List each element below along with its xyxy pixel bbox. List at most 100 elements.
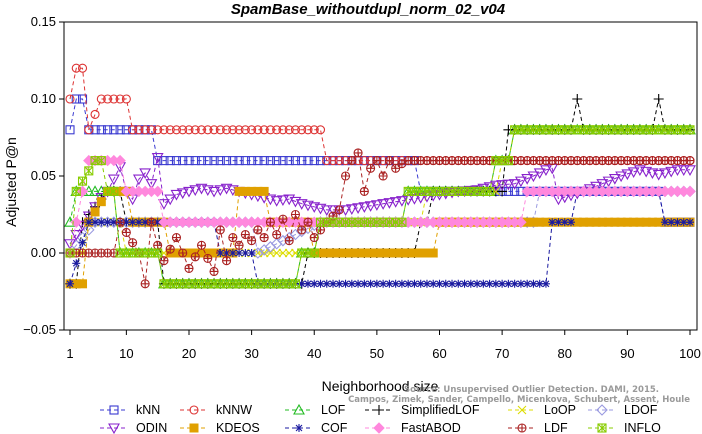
data-point (491, 279, 500, 288)
data-point (240, 125, 250, 135)
data-point (171, 279, 182, 289)
data-point (164, 194, 177, 206)
data-point (416, 186, 426, 196)
x-tick-label: 1 (66, 346, 73, 361)
x-tick-label: 80 (558, 346, 572, 361)
legend-label: LDOF (624, 403, 658, 417)
data-point (178, 248, 188, 258)
data-point (297, 248, 307, 258)
data-point (315, 125, 326, 135)
data-point (265, 217, 275, 227)
data-point (109, 125, 119, 135)
data-point (240, 229, 250, 240)
data-point (190, 125, 200, 135)
data-point (554, 218, 563, 227)
data-point (78, 279, 88, 289)
data-point (548, 218, 557, 227)
data-point (560, 218, 569, 227)
legend-marker (293, 403, 305, 415)
series-ldf (65, 148, 695, 289)
legend-item-fastabod: FastABOD (365, 421, 461, 434)
data-point (297, 225, 307, 235)
legend-marker (596, 404, 608, 416)
data-point (290, 279, 301, 289)
data-point (303, 217, 313, 227)
y-tick-label: 0.00 (31, 245, 56, 260)
data-point (602, 176, 615, 188)
data-point (77, 94, 88, 104)
legend-marker (517, 423, 527, 433)
data-point (84, 218, 93, 227)
data-point (64, 239, 76, 250)
x-tick-label: 10 (119, 346, 133, 361)
data-point (234, 125, 244, 135)
data-point (652, 169, 665, 181)
series-inflo (65, 125, 695, 289)
legend-item-kdeos: KDEOS (180, 421, 260, 434)
data-point (82, 211, 95, 223)
data-point (503, 156, 513, 166)
data-point (222, 249, 231, 257)
data-point (65, 248, 75, 258)
data-point (297, 156, 307, 166)
data-point (171, 233, 182, 243)
data-point (441, 279, 450, 288)
data-point (65, 125, 75, 135)
data-point (170, 189, 183, 201)
data-point (284, 248, 294, 258)
data-point (485, 279, 494, 288)
data-point (241, 249, 250, 257)
data-point (359, 186, 369, 196)
data-point (72, 259, 81, 268)
data-point (153, 218, 162, 227)
data-point (504, 279, 513, 288)
data-point (84, 125, 94, 135)
plot-area (64, 63, 696, 289)
data-point (590, 181, 602, 193)
data-point (345, 204, 358, 215)
data-point (335, 279, 344, 288)
legend-label: kNN (136, 403, 160, 417)
data-point (496, 180, 509, 191)
x-tick-label: 90 (620, 346, 634, 361)
data-point (510, 186, 520, 196)
data-point (309, 248, 319, 258)
data-point (96, 125, 106, 135)
data-point (90, 207, 100, 217)
data-point (171, 125, 182, 135)
data-point (91, 218, 100, 227)
data-point (128, 125, 138, 135)
data-point (203, 253, 213, 263)
y-tick-label: 0.05 (31, 168, 56, 183)
data-point (510, 279, 519, 288)
data-point (77, 176, 88, 186)
data-point (171, 156, 182, 166)
data-point (278, 156, 288, 166)
legend-marker (517, 405, 527, 415)
data-point (71, 63, 81, 73)
watermark-line-2: Campos, Zimek, Sander, Campello, Micenko… (348, 395, 690, 405)
data-point (266, 248, 275, 258)
data-point (347, 156, 357, 166)
data-point (284, 236, 294, 246)
data-point (567, 218, 576, 227)
data-point (184, 156, 194, 166)
data-point (366, 279, 375, 288)
legend-label: COF (321, 421, 348, 434)
data-point (378, 217, 388, 227)
data-point (203, 156, 213, 166)
data-point (303, 279, 312, 288)
data-point (159, 156, 169, 166)
series-lof (64, 123, 696, 289)
data-point (103, 218, 112, 227)
data-point (489, 180, 502, 192)
data-point (547, 125, 557, 135)
data-point (253, 225, 263, 235)
data-point (184, 263, 194, 273)
data-point (385, 279, 394, 288)
data-point (454, 279, 463, 288)
data-point (409, 186, 419, 196)
data-point (529, 279, 538, 288)
data-point (209, 266, 219, 277)
data-point (178, 125, 188, 135)
